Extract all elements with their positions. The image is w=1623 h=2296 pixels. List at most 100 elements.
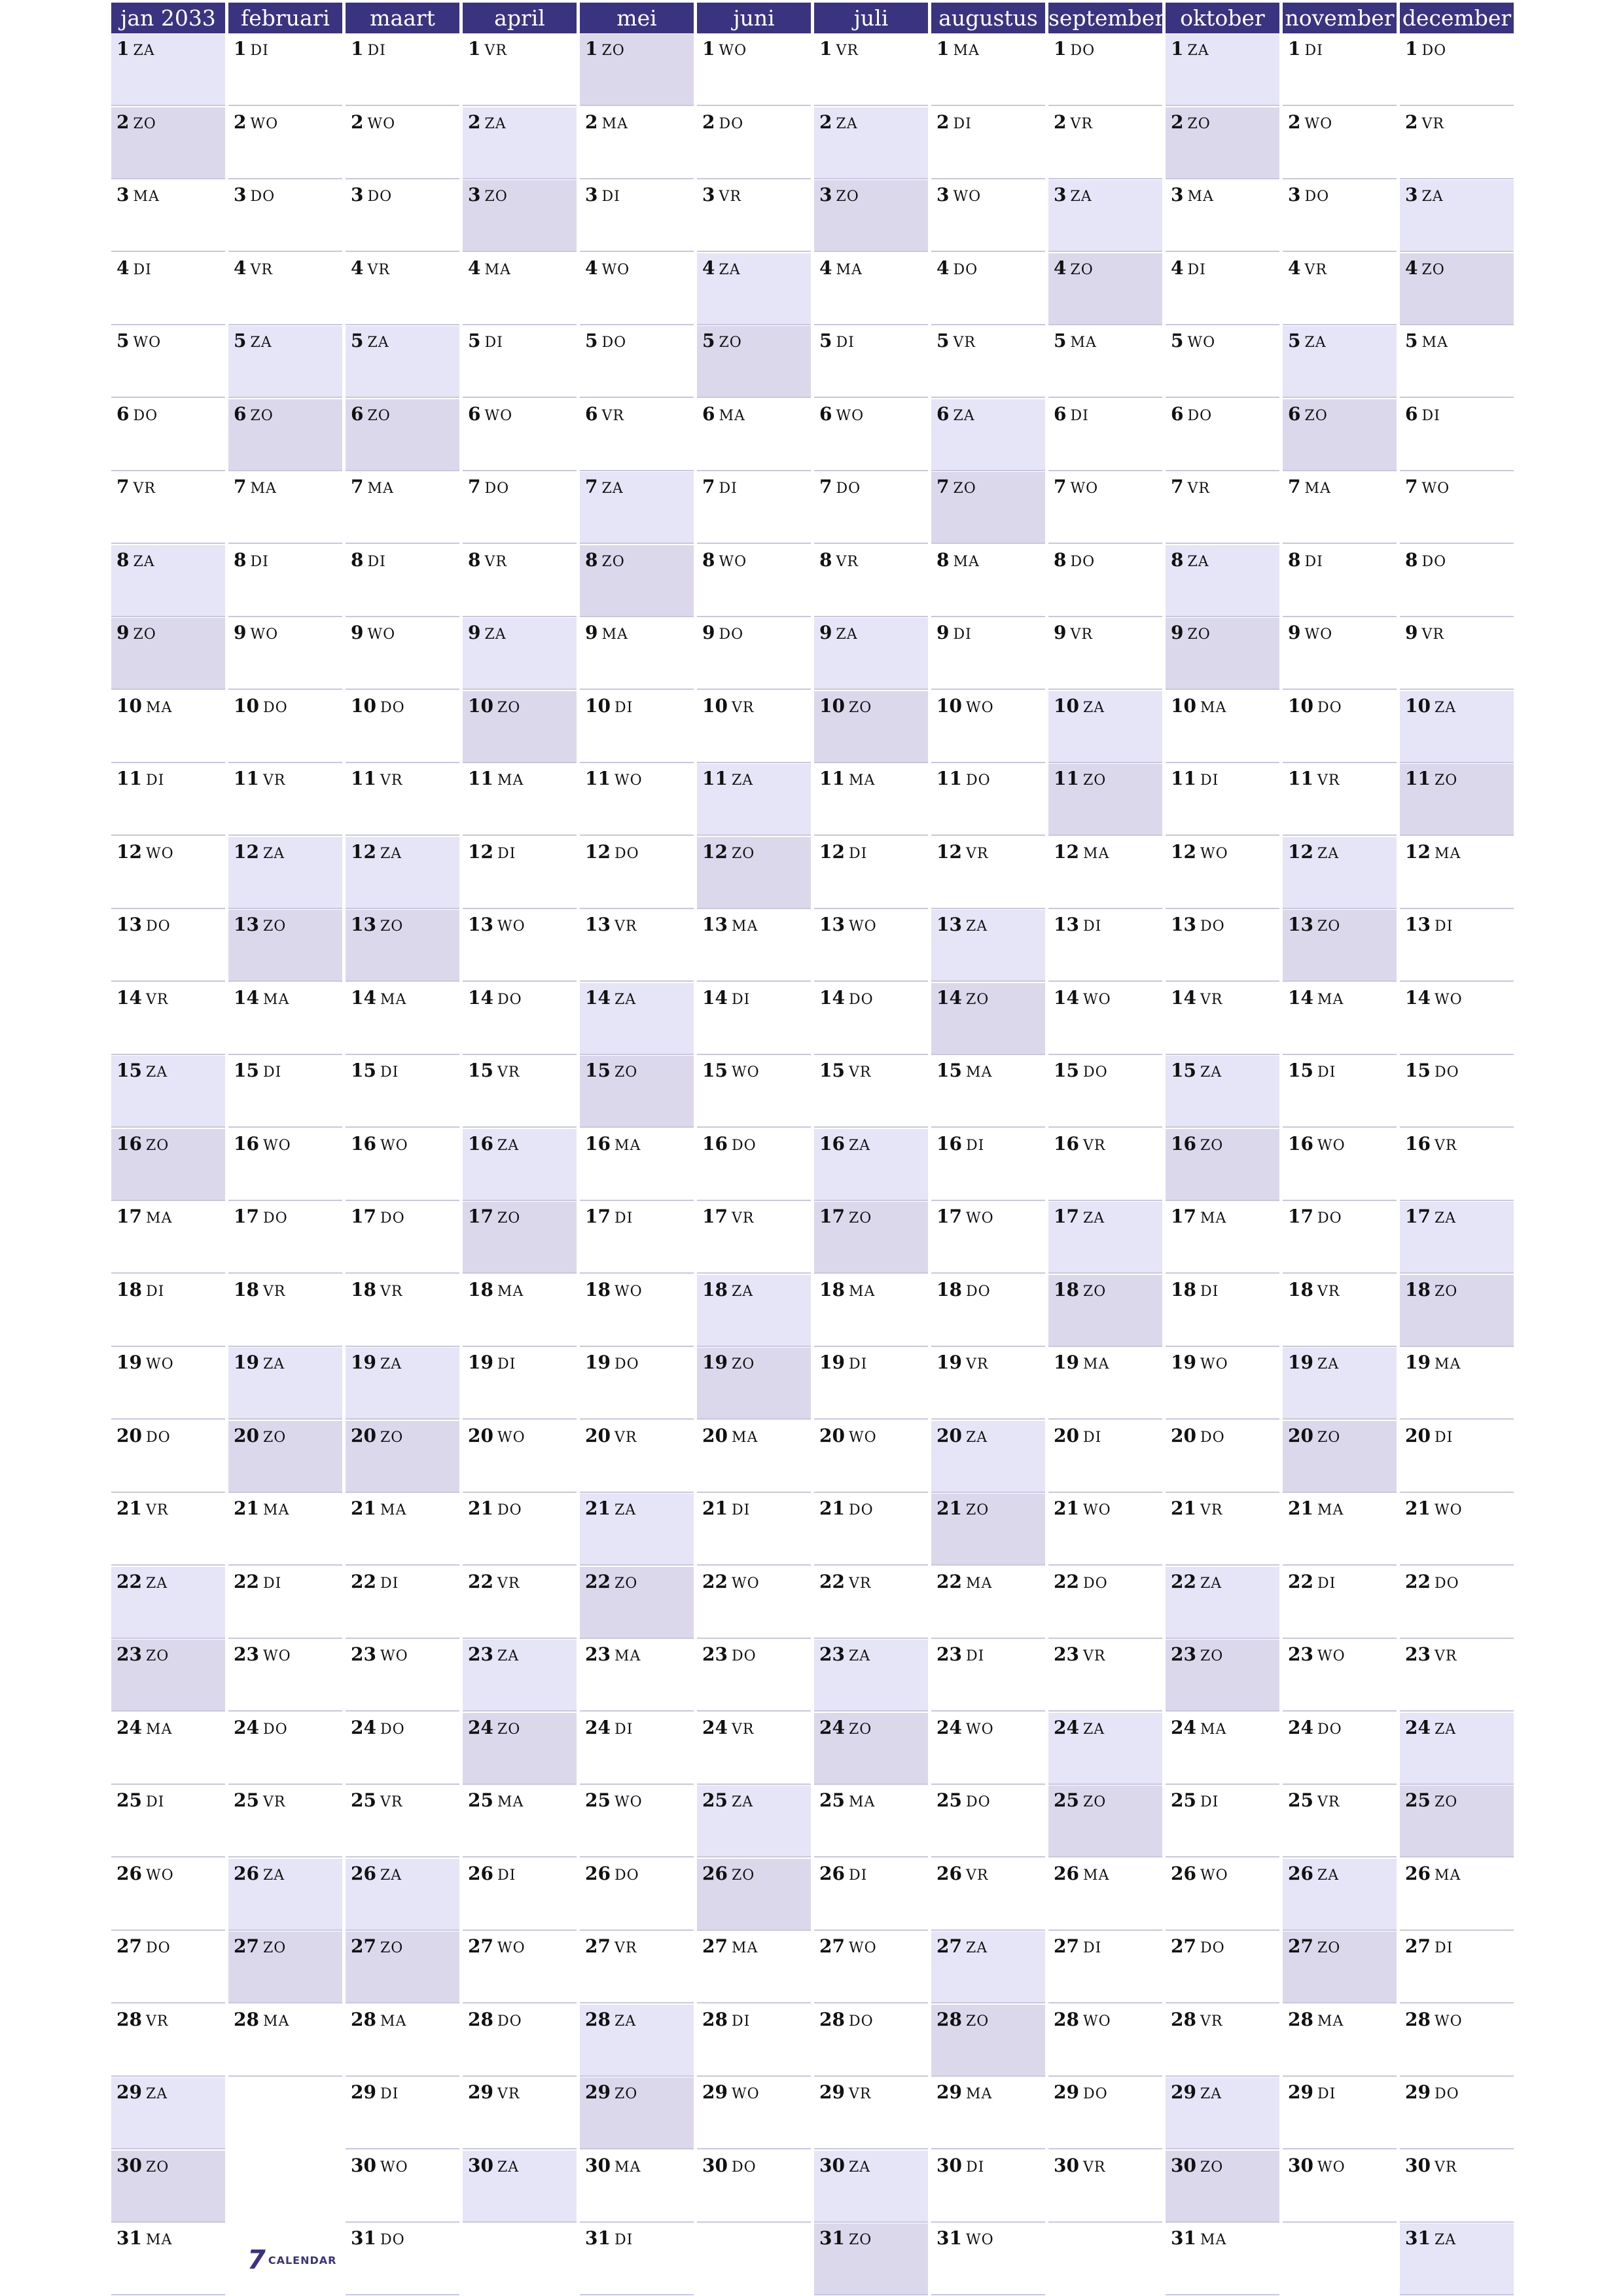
- day-cell[interactable]: 28 MA: [346, 2005, 459, 2077]
- day-cell[interactable]: 3 ZO: [463, 180, 577, 252]
- day-cell[interactable]: 26 MA: [1048, 1859, 1162, 1931]
- day-cell[interactable]: 4 ZO: [1048, 253, 1162, 325]
- day-cell[interactable]: 7 ZA: [580, 472, 694, 544]
- day-cell[interactable]: 13 ZA: [931, 910, 1045, 982]
- day-cell[interactable]: 28 VR: [111, 2005, 225, 2077]
- day-cell[interactable]: 4 ZO: [1400, 253, 1514, 325]
- day-cell[interactable]: 4 WO: [580, 253, 694, 325]
- day-cell[interactable]: 25 VR: [346, 1785, 459, 1857]
- day-cell[interactable]: 29 WO: [697, 2077, 811, 2149]
- day-cell[interactable]: 31 ZA: [1400, 2223, 1514, 2295]
- day-cell[interactable]: 23 ZA: [814, 1640, 928, 1712]
- day-cell[interactable]: 28 MA: [228, 2005, 342, 2077]
- day-cell[interactable]: 6 DI: [1048, 399, 1162, 471]
- day-cell[interactable]: 10 DO: [346, 691, 459, 763]
- day-cell[interactable]: 28 VR: [1166, 2005, 1279, 2077]
- day-cell[interactable]: 30 DI: [931, 2151, 1045, 2223]
- day-cell[interactable]: 28 DI: [697, 2005, 811, 2077]
- day-cell[interactable]: 29 MA: [931, 2077, 1045, 2149]
- day-cell[interactable]: 6 ZA: [931, 399, 1045, 471]
- day-cell[interactable]: 27 DI: [1400, 1931, 1514, 2003]
- day-cell[interactable]: 11 ZA: [697, 764, 811, 836]
- day-cell[interactable]: 14 ZA: [580, 982, 694, 1055]
- day-cell[interactable]: 26 DO: [580, 1859, 694, 1931]
- day-cell[interactable]: 22 MA: [931, 1567, 1045, 1639]
- day-cell[interactable]: 14 VR: [111, 983, 225, 1055]
- day-cell[interactable]: 18 ZO: [1048, 1274, 1162, 1347]
- day-cell[interactable]: 30 ZA: [463, 2150, 577, 2223]
- day-cell[interactable]: 8 MA: [931, 545, 1045, 617]
- day-cell[interactable]: 30 VR: [1048, 2151, 1162, 2223]
- day-cell[interactable]: 14 DO: [463, 983, 577, 1055]
- day-cell[interactable]: 17 ZA: [1400, 1202, 1514, 1274]
- day-cell[interactable]: 2 ZO: [111, 107, 225, 179]
- day-cell[interactable]: 1 DO: [1048, 34, 1162, 106]
- day-cell[interactable]: 11 DI: [111, 764, 225, 836]
- day-cell[interactable]: 12 VR: [931, 837, 1045, 909]
- day-cell[interactable]: 20 DO: [1166, 1421, 1279, 1493]
- day-cell[interactable]: 8 ZA: [111, 545, 225, 617]
- day-cell[interactable]: 15 ZA: [111, 1056, 225, 1128]
- day-cell[interactable]: 21 ZA: [580, 1494, 694, 1566]
- day-cell[interactable]: 5 ZO: [697, 326, 811, 398]
- day-cell[interactable]: 10 DI: [580, 691, 694, 763]
- day-cell[interactable]: 25 MA: [463, 1785, 577, 1857]
- day-cell[interactable]: 13 DO: [1166, 910, 1279, 982]
- day-cell[interactable]: 7 DI: [697, 472, 811, 544]
- day-cell[interactable]: 8 DI: [1283, 545, 1397, 617]
- day-cell[interactable]: 22 DI: [228, 1567, 342, 1639]
- day-cell[interactable]: 9 WO: [1283, 618, 1397, 690]
- day-cell[interactable]: 3 DI: [580, 180, 694, 252]
- day-cell[interactable]: 23 VR: [1400, 1640, 1514, 1712]
- day-cell[interactable]: 7 WO: [1400, 472, 1514, 544]
- day-cell[interactable]: 8 ZA: [1166, 545, 1279, 617]
- day-cell[interactable]: 4 MA: [814, 253, 928, 325]
- day-cell[interactable]: 12 WO: [1166, 837, 1279, 909]
- day-cell[interactable]: 29 DI: [346, 2077, 459, 2149]
- day-cell[interactable]: 5 MA: [1048, 326, 1162, 398]
- day-cell[interactable]: 22 WO: [697, 1567, 811, 1639]
- day-cell[interactable]: 8 VR: [814, 545, 928, 617]
- day-cell[interactable]: 20 MA: [697, 1421, 811, 1493]
- day-cell[interactable]: 24 ZA: [1400, 1712, 1514, 1785]
- day-cell[interactable]: 30 DO: [697, 2151, 811, 2223]
- day-cell[interactable]: 6 WO: [463, 399, 577, 471]
- day-cell[interactable]: 25 VR: [228, 1785, 342, 1857]
- day-cell[interactable]: 3 MA: [111, 180, 225, 252]
- day-cell[interactable]: 5 DO: [580, 326, 694, 398]
- day-cell[interactable]: 8 DI: [346, 545, 459, 617]
- day-cell[interactable]: 23 VR: [1048, 1640, 1162, 1712]
- day-cell[interactable]: 13 ZO: [228, 910, 342, 982]
- day-cell[interactable]: 27 ZO: [1283, 1931, 1397, 2003]
- day-cell[interactable]: 6 ZO: [1283, 399, 1397, 471]
- day-cell[interactable]: 13 ZO: [1283, 910, 1397, 982]
- day-cell[interactable]: 25 DI: [1166, 1785, 1279, 1857]
- day-cell[interactable]: 27 DO: [1166, 1931, 1279, 2003]
- day-cell[interactable]: 20 ZO: [1283, 1420, 1397, 1493]
- day-cell[interactable]: 25 WO: [580, 1785, 694, 1857]
- day-cell[interactable]: 26 WO: [111, 1859, 225, 1931]
- day-cell[interactable]: 12 ZA: [228, 836, 342, 909]
- day-cell[interactable]: 8 DO: [1048, 545, 1162, 617]
- day-cell[interactable]: 27 MA: [697, 1931, 811, 2003]
- day-cell[interactable]: 25 MA: [814, 1785, 928, 1857]
- day-cell[interactable]: 2 WO: [1283, 107, 1397, 179]
- day-cell[interactable]: 19 VR: [931, 1348, 1045, 1420]
- day-cell[interactable]: 6 DI: [1400, 399, 1514, 471]
- day-cell[interactable]: 24 WO: [931, 1713, 1045, 1785]
- day-cell[interactable]: 10 ZO: [463, 691, 577, 763]
- day-cell[interactable]: 7 WO: [1048, 472, 1162, 544]
- day-cell[interactable]: 26 ZA: [1283, 1858, 1397, 1931]
- day-cell[interactable]: 12 WO: [111, 837, 225, 909]
- day-cell[interactable]: 29 ZA: [111, 2077, 225, 2149]
- day-cell[interactable]: 10 ZA: [1048, 691, 1162, 763]
- day-cell[interactable]: 5 ZA: [228, 326, 342, 398]
- day-cell[interactable]: 12 MA: [1400, 837, 1514, 909]
- day-cell[interactable]: 1 VR: [814, 34, 928, 106]
- day-cell[interactable]: 7 VR: [1166, 472, 1279, 544]
- day-cell[interactable]: 27 ZO: [228, 1931, 342, 2003]
- day-cell[interactable]: 20 DO: [111, 1421, 225, 1493]
- day-cell[interactable]: 22 VR: [463, 1567, 577, 1639]
- day-cell[interactable]: 26 DI: [463, 1859, 577, 1931]
- day-cell[interactable]: 16 WO: [228, 1129, 342, 1201]
